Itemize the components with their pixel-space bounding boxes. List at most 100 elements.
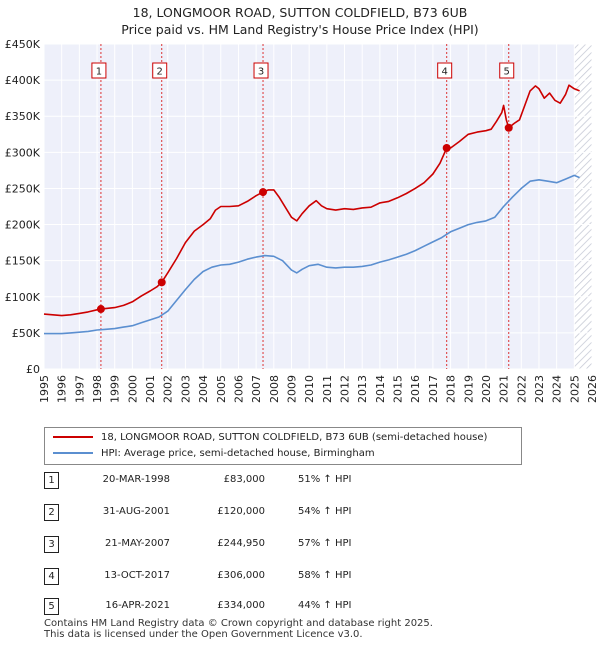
sale-marker-label: 1 <box>96 67 102 78</box>
sale-number: 1 <box>44 472 59 489</box>
x-tick-label: 2024 <box>551 375 564 403</box>
sale-price: £306,000 <box>217 570 265 581</box>
x-tick-label: 2019 <box>462 375 475 403</box>
x-tick-label: 1995 <box>38 375 51 403</box>
x-tick-label: 2012 <box>339 375 352 403</box>
x-tick-label: 2004 <box>197 375 210 403</box>
sale-point <box>442 144 451 152</box>
table-row: 3 21-MAY-2007 £244,950 57% ↑ HPI <box>0 534 600 554</box>
x-tick-label: 2000 <box>126 375 139 403</box>
y-tick-label: £250K <box>5 182 41 195</box>
x-tick-label: 2001 <box>144 375 157 403</box>
sale-hpi-change: 44% ↑ HPI <box>298 600 352 611</box>
legend-label-hpi: HPI: Average price, semi-detached house,… <box>101 448 375 459</box>
legend-label-property: 18, LONGMOOR ROAD, SUTTON COLDFIELD, B73… <box>101 432 488 443</box>
y-tick-label: £450K <box>5 38 41 51</box>
sale-marker-label: 3 <box>258 67 264 78</box>
x-tick-label: 2014 <box>374 375 387 403</box>
table-row: 4 13-OCT-2017 £306,000 58% ↑ HPI <box>0 566 600 586</box>
title-line-2: Price paid vs. HM Land Registry's House … <box>121 22 479 37</box>
x-tick-label: 2015 <box>392 375 405 403</box>
sale-marker-label: 2 <box>157 67 163 78</box>
x-tick-label: 2021 <box>498 375 511 403</box>
sale-number: 2 <box>44 504 59 521</box>
y-tick-label: £350K <box>5 110 41 123</box>
legend-item-hpi: HPI: Average price, semi-detached house,… <box>53 446 375 462</box>
sale-marker-box <box>499 62 515 79</box>
sale-point <box>157 278 166 287</box>
x-tick-label: 2008 <box>268 375 281 403</box>
x-tick-label: 1999 <box>109 375 122 403</box>
x-tick-label: 2003 <box>179 375 192 403</box>
footer: Contains HM Land Registry data © Crown c… <box>44 618 433 640</box>
sale-point <box>259 188 268 197</box>
x-tick-label: 2020 <box>480 375 493 403</box>
x-tick-label: 1996 <box>56 375 69 403</box>
x-tick-label: 2010 <box>303 375 316 403</box>
sale-hpi-change: 54% ↑ HPI <box>298 506 352 517</box>
footer-line-1: Contains HM Land Registry data © Crown c… <box>44 618 433 629</box>
footer-line-2: This data is licensed under the Open Gov… <box>44 629 363 640</box>
sale-point <box>504 123 513 132</box>
sale-marker-box <box>253 62 269 79</box>
sale-number: 3 <box>44 536 59 553</box>
x-tick-label: 2009 <box>285 375 298 403</box>
x-tick-label: 2011 <box>321 375 334 403</box>
y-tick-label: £100K <box>5 291 41 304</box>
sale-number: 5 <box>44 598 59 615</box>
sale-price: £244,950 <box>217 538 265 549</box>
sale-date: 13-OCT-2017 <box>104 570 170 581</box>
table-row: 1 20-MAR-1998 £83,000 51% ↑ HPI <box>0 470 600 490</box>
sale-number: 4 <box>44 568 59 585</box>
sale-price: £83,000 <box>223 474 265 485</box>
sale-price: £334,000 <box>217 600 265 611</box>
x-tick-label: 2013 <box>356 375 369 403</box>
sale-hpi-change: 51% ↑ HPI <box>298 474 352 485</box>
title-line-1: 18, LONGMOOR ROAD, SUTTON COLDFIELD, B73… <box>132 5 468 20</box>
x-tick-label: 2026 <box>586 375 599 403</box>
y-tick-label: £150K <box>5 255 41 268</box>
x-tick-label: 2017 <box>427 375 440 403</box>
legend-swatch-hpi <box>53 452 93 454</box>
sale-date: 16-APR-2021 <box>105 600 170 611</box>
x-tick-label: 2023 <box>533 375 546 403</box>
sale-marker-box <box>91 62 107 79</box>
property-price-line <box>43 84 580 317</box>
sale-marker-label: 4 <box>442 67 448 78</box>
legend: 18, LONGMOOR ROAD, SUTTON COLDFIELD, B73… <box>44 427 522 465</box>
x-tick-label: 2025 <box>568 375 581 403</box>
y-tick-label: £50K <box>12 327 41 340</box>
x-tick-label: 2016 <box>409 375 422 403</box>
chart-title: 18, LONGMOOR ROAD, SUTTON COLDFIELD, B73… <box>0 4 600 38</box>
x-tick-label: 2002 <box>162 375 175 403</box>
x-tick-label: 2005 <box>215 375 228 403</box>
table-row: 5 16-APR-2021 £334,000 44% ↑ HPI <box>0 596 600 616</box>
legend-item-property: 18, LONGMOOR ROAD, SUTTON COLDFIELD, B73… <box>53 430 487 446</box>
y-tick-label: £400K <box>5 74 41 87</box>
sale-marker-box <box>152 62 168 79</box>
price-chart: £0 £50K £100K £150K £200K £250K £300K £350K £400… <box>5 38 599 403</box>
forecast-hatch <box>574 44 592 369</box>
sale-date: 20-MAR-1998 <box>102 474 170 485</box>
table-row: 2 31-AUG-2001 £120,000 54% ↑ HPI <box>0 502 600 522</box>
y-tick-label: £0 <box>26 363 40 376</box>
sale-price: £120,000 <box>217 506 265 517</box>
sale-date: 21-MAY-2007 <box>104 538 170 549</box>
x-tick-label: 2022 <box>515 375 528 403</box>
x-tick-label: 2018 <box>445 375 458 403</box>
sale-point <box>96 305 105 314</box>
y-tick-label: £200K <box>5 219 41 232</box>
plot-area <box>44 44 592 369</box>
sale-hpi-change: 58% ↑ HPI <box>298 570 352 581</box>
legend-swatch-property <box>53 436 93 438</box>
x-tick-label: 2006 <box>232 375 245 403</box>
sale-hpi-change: 57% ↑ HPI <box>298 538 352 549</box>
y-tick-label: £300K <box>5 146 41 159</box>
sale-marker-label: 5 <box>504 67 510 78</box>
x-tick-label: 2007 <box>250 375 263 403</box>
x-tick-label: 1997 <box>73 375 86 403</box>
sale-date: 31-AUG-2001 <box>102 506 170 517</box>
x-tick-label: 1998 <box>91 375 104 403</box>
hpi-line <box>44 174 580 335</box>
sale-marker-box <box>437 62 453 79</box>
